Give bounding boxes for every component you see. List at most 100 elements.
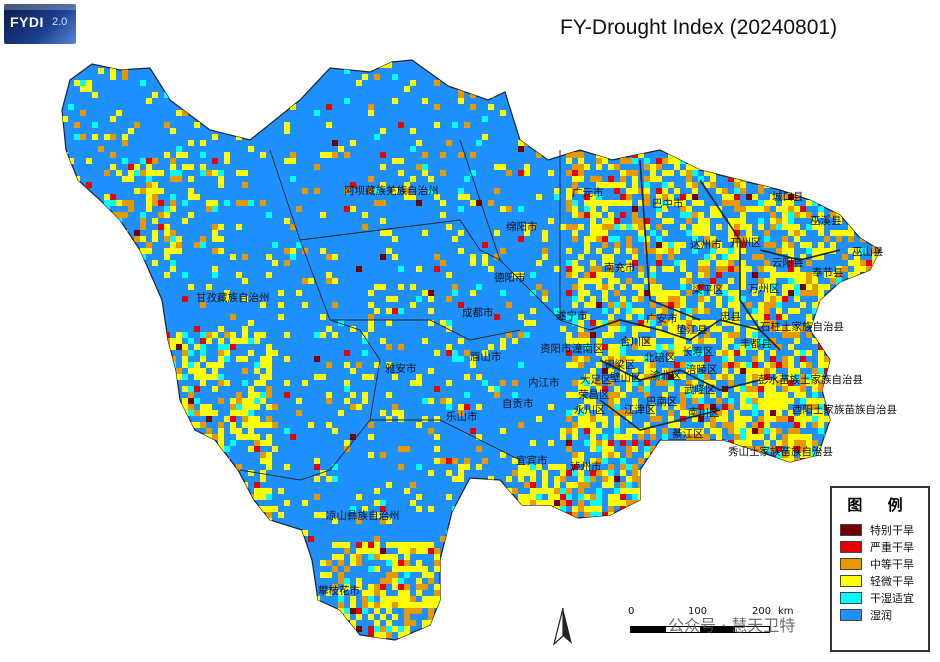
region-label: 合川区 [620,335,652,348]
region-label: 巴中市 [652,197,684,210]
north-arrow-icon [552,607,572,646]
legend-swatch [840,591,862,604]
legend-label: 中等干旱 [870,557,914,571]
region-label: 南充市 [604,261,636,274]
boundary-line [699,179,761,331]
watermark-text: 公众号 · 慧天卫特 [668,616,796,635]
region-label: 甘孜藏族自治州 [196,291,270,304]
region-label: 渝北区 [650,369,682,382]
legend-swatch [840,523,862,536]
region-label: 垫江县 [676,323,708,336]
region-label: 北碚区 [644,351,676,364]
boundary-line [269,149,381,421]
boundary-line [459,139,561,321]
region-label: 南川区 [688,406,720,419]
logo-stripe [4,4,76,10]
region-label: 乐山市 [446,410,478,423]
region-label: 内江市 [528,376,560,389]
region-label: 铜梁区 [604,358,636,371]
legend-item: 中等干旱 [840,555,928,572]
region-label: 大足区 [580,373,612,386]
legend-box: 图 例 特别干旱 严重干旱 中等干旱 轻微干旱 干湿适宜 湿润 [830,486,930,652]
logo-version: 2.0 [52,16,68,28]
region-label: 城口县 [772,191,804,203]
region-label: 丰都县 [740,337,772,350]
region-label: 凉山彝族自治州 [326,509,400,522]
legend-heading: 图 例 [847,496,913,514]
boundaries [239,139,841,481]
region-label: 宜宾市 [516,454,548,467]
region-label: 万州区 [748,283,780,295]
region-label: 忠县 [720,311,741,323]
logo-brand: FYDI [10,14,44,30]
region-label: 雅安市 [385,362,417,375]
region-label: 巫山县 [852,246,884,258]
scale-tick: 100 [688,606,708,617]
boundary-line [299,219,501,261]
region-label: 达州市 [690,238,722,251]
region-label: 彭水苗族土家族自治县 [758,373,863,386]
region-label: 攀枝花市 [318,584,360,597]
legend-swatch [840,557,862,570]
region-label: 巫溪县 [810,215,842,227]
region-label: 成都市 [462,306,494,319]
legend-item: 轻微干旱 [840,572,928,589]
boundary-line [599,359,761,391]
legend-swatch [840,540,862,553]
legend-label: 轻微干旱 [870,574,914,588]
legend-label: 特别干旱 [870,523,914,537]
scale-tick: 200 [752,606,772,617]
region-label: 广安市 [646,312,678,325]
boundary-line [759,249,841,261]
legend-item: 特别干旱 [840,521,928,538]
legend-label: 严重干旱 [870,540,914,554]
legend-item: 干湿适宜 [840,589,928,606]
region-label: 潼南区 [572,342,604,355]
scale-bar: 0 100 200 km [628,606,794,636]
region-label: 涪陵区 [686,363,718,376]
legend-swatch [840,608,862,621]
scale-tick: 0 [628,606,635,617]
region-label: 绵阳市 [506,220,538,233]
region-label: 綦江区 [672,427,704,440]
region-label: 石柱土家族自治县 [760,320,844,333]
region-label: 遂宁市 [556,309,588,322]
region-label: 荣昌区 [578,389,610,401]
legend-swatch [840,574,862,587]
legend-item: 严重干旱 [840,538,928,555]
region-label: 酉阳土家族苗族自治县 [792,403,897,416]
region-label: 云阳县 [772,257,804,269]
map-title: FY-Drought Index (20240801) [560,16,838,39]
region-label: 江津区 [624,404,656,416]
region-label: 奉节县 [812,266,844,279]
region-label: 长寿区 [682,345,714,358]
scale-unit: km [778,606,794,617]
legend-label: 湿润 [870,608,892,622]
boundary-line [370,419,521,461]
boundary-line [330,319,521,341]
region-label: 开州区 [730,237,762,249]
scale-segments [630,626,770,633]
legend-item: 湿润 [840,606,928,623]
region-label: 永川区 [574,403,606,416]
boundary-line [559,150,591,331]
region-label: 德阳市 [494,271,526,284]
region-label: 眉山市 [470,350,502,363]
region-label: 自贡市 [502,397,534,410]
region-label: 武隆区 [684,383,716,396]
boundary-line [239,419,371,481]
region-label: 巴南区 [646,395,678,408]
region-label: 广元市 [572,186,604,199]
boundary-line [639,159,701,321]
region-label: 资阳市 [540,342,572,355]
boundary-line [599,399,721,431]
region-label: 壁山区 [610,371,642,384]
region-label: 梁平区 [692,283,724,296]
legend-label: 干湿适宜 [870,591,914,605]
fydi-logo: FYDI 2.0 [4,4,76,44]
region-label: 秀山土家族苗族自治县 [728,445,833,458]
region-label: 阿坝藏族羌族自治州 [344,184,439,197]
region-label: 泸州市 [570,460,602,473]
